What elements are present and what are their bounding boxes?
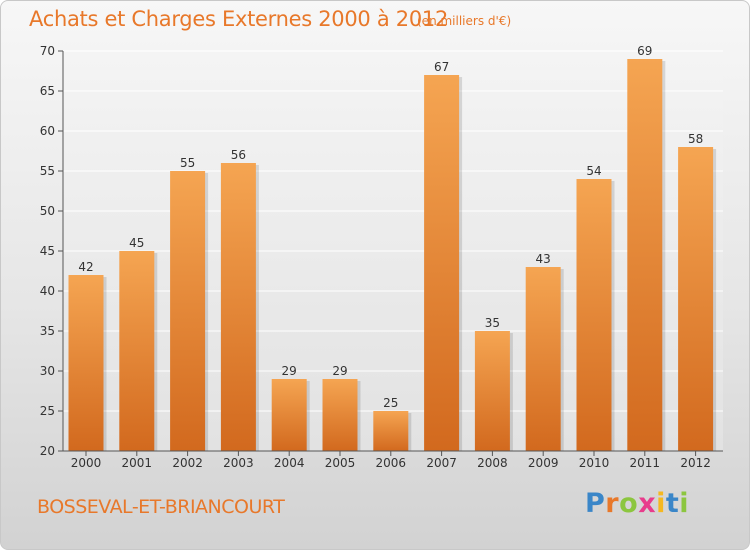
y-tick-label-30: 30 (40, 364, 55, 378)
chart-subtitle: (en milliers d'€) (417, 14, 512, 28)
x-tick-label-2005: 2005 (325, 456, 356, 470)
y-tick-label-45: 45 (40, 244, 55, 258)
value-label-2011: 69 (637, 44, 652, 58)
value-label-2000: 42 (78, 260, 93, 274)
y-tick-label-35: 35 (40, 324, 55, 338)
y-tick-label-25: 25 (40, 404, 55, 418)
bar-2012 (678, 147, 714, 451)
value-label-2005: 29 (332, 364, 347, 378)
value-label-2010: 54 (586, 164, 601, 178)
bar-2002 (170, 171, 206, 451)
value-label-2002: 55 (180, 156, 195, 170)
bar-2004 (271, 379, 307, 451)
bar-2000 (68, 275, 104, 451)
bar-2001 (119, 251, 155, 451)
y-tick-label-20: 20 (40, 444, 55, 458)
y-tick-label-60: 60 (40, 124, 55, 138)
value-label-2008: 35 (485, 316, 500, 330)
bar-2008 (474, 331, 510, 451)
value-label-2009: 43 (536, 252, 551, 266)
x-tick-label-2003: 2003 (223, 456, 254, 470)
x-tick-label-2012: 2012 (680, 456, 711, 470)
bar-2007 (424, 75, 460, 451)
x-tick-label-2004: 2004 (274, 456, 305, 470)
bar-2009 (525, 267, 561, 451)
city-name: BOSSEVAL-ET-BRIANCOURT (37, 496, 285, 518)
y-tick-label-70: 70 (40, 44, 55, 58)
y-tick-label-65: 65 (40, 84, 55, 98)
y-tick-label-50: 50 (40, 204, 55, 218)
value-labels: 42 45 55 56 29 29 25 67 35 43 54 69 58 (78, 44, 703, 410)
x-tick-label-2002: 2002 (172, 456, 203, 470)
x-tick-label-2007: 2007 (426, 456, 457, 470)
bars (68, 59, 717, 451)
x-axis: 2000 2001 2002 2003 2004 2005 2006 2007 2008 2009… (63, 450, 723, 470)
x-tick-label-2006: 2006 (376, 456, 407, 470)
proxiti-logo: Proxiti (585, 488, 690, 519)
x-tick-label-2008: 2008 (477, 456, 508, 470)
y-axis: 20 25 30 35 40 45 50 55 60 65 70 (40, 44, 64, 458)
bar-2010 (576, 179, 612, 451)
bar-2011 (627, 59, 663, 451)
value-label-2003: 56 (231, 148, 246, 162)
x-tick-label-2010: 2010 (579, 456, 610, 470)
bar-2003 (220, 163, 256, 451)
x-tick-label-2001: 2001 (122, 456, 153, 470)
bar-2006 (373, 411, 409, 451)
value-label-2004: 29 (282, 364, 297, 378)
bar-2005 (322, 379, 358, 451)
value-label-2001: 45 (129, 236, 144, 250)
x-tick-label-2000: 2000 (71, 456, 102, 470)
x-tick-label-2009: 2009 (528, 456, 559, 470)
x-tick-label-2011: 2011 (630, 456, 661, 470)
value-label-2007: 67 (434, 60, 449, 74)
value-label-2012: 58 (688, 132, 703, 146)
y-tick-label-40: 40 (40, 284, 55, 298)
chart-title: Achats et Charges Externes 2000 à 2012 (29, 7, 449, 31)
value-label-2006: 25 (383, 396, 398, 410)
y-tick-label-55: 55 (40, 164, 55, 178)
